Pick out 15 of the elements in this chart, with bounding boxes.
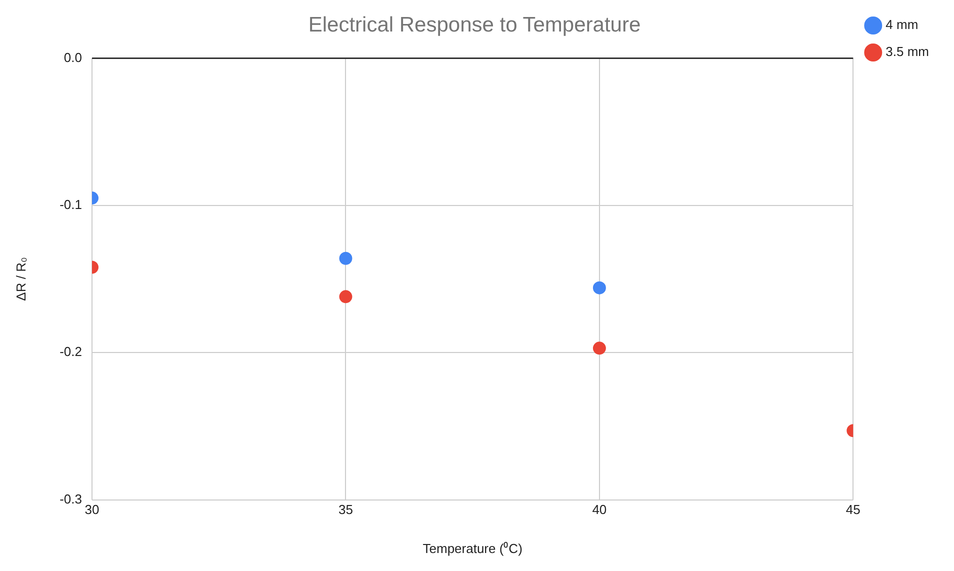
y-tick-label: -0.1 bbox=[60, 196, 82, 212]
legend-label: 4 mm bbox=[886, 17, 918, 32]
chart-title: Electrical Response to Temperature bbox=[308, 13, 641, 36]
y-tick-label: 0.0 bbox=[64, 50, 82, 65]
y-axis-title: ΔR / R₀ bbox=[13, 257, 28, 301]
y-tick-label: -0.3 bbox=[60, 491, 82, 506]
x-axis-title: Temperature (⁰C) bbox=[422, 540, 522, 556]
x-tick-label: 40 bbox=[592, 502, 607, 518]
point bbox=[339, 252, 352, 265]
x-tick-label: 30 bbox=[84, 502, 100, 518]
point bbox=[592, 281, 606, 294]
x-tick-label: 45 bbox=[846, 502, 860, 518]
legend-label: 3.5 mm bbox=[886, 44, 929, 60]
x-tick-label: 35 bbox=[338, 502, 353, 518]
y-tick-label: -0.2 bbox=[60, 344, 82, 360]
